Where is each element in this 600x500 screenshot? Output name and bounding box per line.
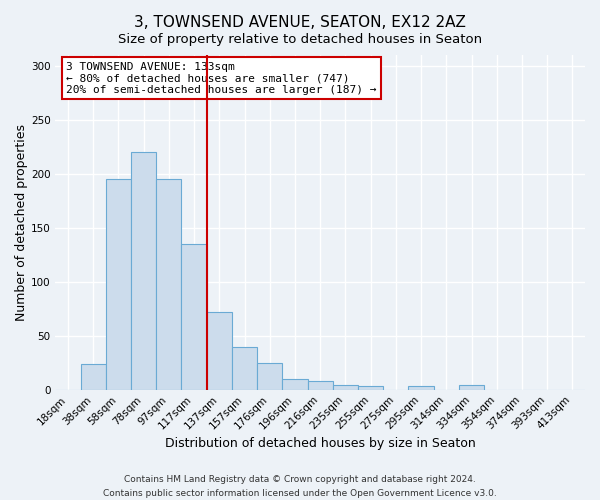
Bar <box>283 379 308 390</box>
Bar <box>308 381 333 390</box>
Bar <box>333 386 358 390</box>
Bar <box>358 386 383 390</box>
Bar <box>459 386 484 390</box>
X-axis label: Distribution of detached houses by size in Seaton: Distribution of detached houses by size … <box>165 437 476 450</box>
Bar <box>131 152 156 390</box>
Text: Contains HM Land Registry data © Crown copyright and database right 2024.
Contai: Contains HM Land Registry data © Crown c… <box>103 476 497 498</box>
Bar <box>106 179 131 390</box>
Bar <box>409 386 434 390</box>
Bar <box>181 244 207 390</box>
Bar <box>80 364 106 390</box>
Text: 3, TOWNSEND AVENUE, SEATON, EX12 2AZ: 3, TOWNSEND AVENUE, SEATON, EX12 2AZ <box>134 15 466 30</box>
Bar <box>156 179 181 390</box>
Bar <box>257 362 283 390</box>
Bar <box>207 312 232 390</box>
Bar <box>232 346 257 390</box>
Y-axis label: Number of detached properties: Number of detached properties <box>15 124 28 321</box>
Text: Size of property relative to detached houses in Seaton: Size of property relative to detached ho… <box>118 32 482 46</box>
Text: 3 TOWNSEND AVENUE: 133sqm
← 80% of detached houses are smaller (747)
20% of semi: 3 TOWNSEND AVENUE: 133sqm ← 80% of detac… <box>66 62 376 95</box>
